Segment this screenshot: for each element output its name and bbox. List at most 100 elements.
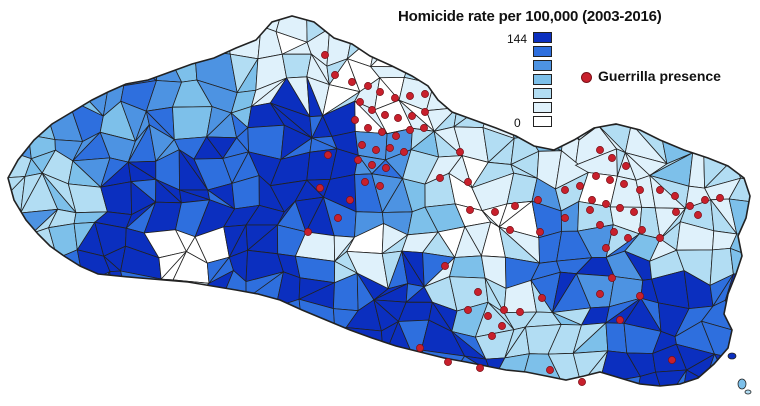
guerrilla-marker [348,78,356,86]
municipality-cell [382,374,413,386]
guerrilla-marker [602,244,610,252]
guerrilla-marker [561,214,569,222]
municipality-cell [523,378,562,386]
municipality-cell [8,16,24,32]
guerrilla-marker [671,192,679,200]
guerrilla-marker [392,132,400,140]
guerrilla-marker [624,234,632,242]
guerrilla-marker [578,378,586,386]
municipality-cell [677,105,719,137]
municipality-cell [167,354,208,386]
municipality-cell [82,270,111,309]
municipality-cell [92,369,119,386]
municipality-cell [83,271,111,310]
municipality-cell [56,16,73,32]
municipality-cell [194,295,221,327]
municipality-cell [92,352,121,380]
municipality-cell [700,16,745,34]
guerrilla-dots [304,51,724,386]
municipality-cell [421,29,465,69]
guerrilla-marker [382,164,390,172]
guerrilla-marker [321,51,329,59]
guerrilla-marker [386,144,394,152]
municipality-cell [369,34,409,68]
guerrilla-marker [500,306,508,314]
municipality-cell [727,16,750,45]
legend-swatch-7 [533,116,552,127]
municipality-cell [174,294,196,333]
municipality-cell [675,32,718,67]
municipality-cell [322,350,362,379]
guerrilla-marker [491,208,499,216]
municipality-cell [229,381,263,386]
guerrilla-marker [656,186,664,194]
municipality-cell [607,31,631,68]
guerrilla-marker [466,206,474,214]
guerrilla-marker [416,344,424,352]
municipality-cell [56,283,85,309]
municipality-cell [354,378,391,386]
guerrilla-marker [484,312,492,320]
municipality-cell [230,356,263,384]
municipality-cell [278,378,304,386]
municipality-cell [295,348,324,377]
municipality-cell [156,53,183,83]
guerrilla-marker [372,146,380,154]
municipality-cell [8,51,29,89]
municipality-cell [504,74,529,106]
guerrilla-marker [406,126,414,134]
municipality-cell [160,345,179,370]
municipality-cell [101,306,136,337]
municipality-cell [8,245,30,285]
guerrilla-marker [602,200,610,208]
municipality-cell [271,318,304,352]
guerrilla-marker [361,178,369,186]
guerrilla-marker [476,364,484,372]
guerrilla-marker [586,206,594,214]
legend-max-label: 144 [507,32,528,46]
municipality-cell [193,324,233,359]
guerrilla-marker [656,234,664,242]
municipality-cell [8,328,35,356]
municipality-cell [675,16,712,42]
guerrilla-marker [561,186,569,194]
municipality-cell [133,35,158,68]
guerrilla-marker [701,196,709,204]
municipality-cell [661,16,688,42]
municipality-cell [15,374,59,386]
municipality-cell [70,369,104,386]
guerrilla-marker [441,262,449,270]
municipality-cell [625,31,665,68]
municipality-cell [354,355,384,380]
municipality-cell [261,350,281,383]
legend-swatch-2 [533,46,552,57]
municipality-cell [118,346,162,373]
guerrilla-marker [576,182,584,190]
municipality-cell [8,100,30,138]
municipality-cell [8,275,29,308]
municipality-cell [717,124,735,159]
guerrilla-marker [610,228,618,236]
municipality-cell [728,177,750,204]
municipality-cell [610,81,633,115]
municipality-cell [72,330,97,351]
municipality-cell [701,378,728,386]
guerrilla-marker [638,226,646,234]
municipality-cell [94,335,136,354]
municipality-cell [107,34,136,67]
guerrilla-marker [596,290,604,298]
municipality-cell [661,108,689,141]
municipality-cell [301,325,324,352]
municipality-cell [705,105,736,137]
municipality-cell [27,257,59,286]
municipality-cell [249,381,280,386]
municipality-cell [420,65,458,85]
municipality-cell [23,283,59,298]
municipality-cell [194,295,221,328]
guerrilla-legend-label: Guerrilla presence [598,68,721,84]
island [744,389,752,395]
municipality-cell [8,375,32,386]
municipality-cell [203,16,234,36]
municipality-cell [167,368,208,386]
guerrilla-marker [464,178,472,186]
